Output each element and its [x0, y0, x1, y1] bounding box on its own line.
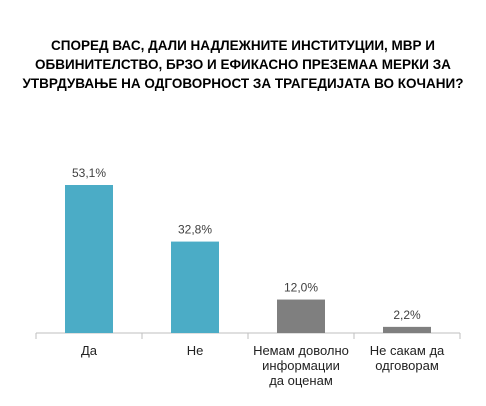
- chart-title-line: УТВРДУВАЊЕ НА ОДГОВОРНОСТ ЗА ТРАГЕДИЈАТА…: [22, 76, 464, 91]
- chart-title: СПОРЕД ВАС, ДАЛИ НАДЛЕЖНИТЕ ИНСТИТУЦИИ, …: [0, 36, 486, 93]
- data-label: 53,1%: [72, 166, 106, 180]
- data-label: 32,8%: [178, 223, 212, 237]
- category-label-line: информации: [262, 358, 340, 373]
- category-label-line: Да: [80, 343, 98, 358]
- category-label-line: Не сакам да: [369, 343, 445, 358]
- data-label: 2,2%: [393, 308, 421, 322]
- category-label-line: Не: [186, 343, 204, 358]
- category-label: Да: [29, 343, 149, 358]
- data-label: 12,0%: [284, 281, 318, 295]
- category-label-line: одговорам: [375, 358, 439, 373]
- category-label-line: Немам доволно: [253, 343, 349, 358]
- category-label: Не: [135, 343, 255, 358]
- category-label-line: да оценам: [269, 373, 333, 388]
- category-label: Немам доволно информации да оценам: [241, 343, 361, 388]
- chart-title-line: СПОРЕД ВАС, ДАЛИ НАДЛЕЖНИТЕ ИНСТИТУЦИИ, …: [51, 38, 435, 53]
- chart-title-line: ОБВИНИТЕЛСТВО, БРЗО И ЕФИКАСНО ПРЕЗЕМАА …: [35, 57, 451, 72]
- bar: [171, 241, 219, 333]
- bar: [65, 185, 113, 333]
- category-label: Не сакам да одговорам: [347, 343, 467, 373]
- bar: [277, 299, 325, 333]
- bar: [383, 326, 431, 333]
